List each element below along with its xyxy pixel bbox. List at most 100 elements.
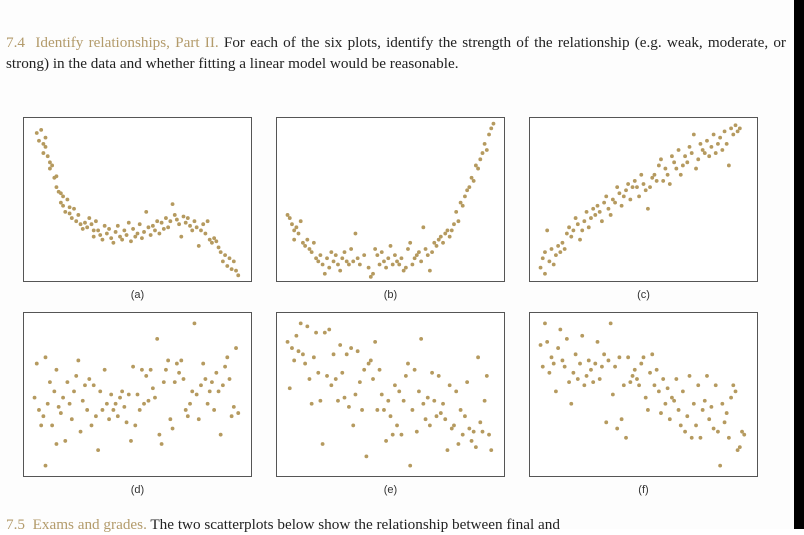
data-point bbox=[353, 392, 358, 397]
data-point bbox=[438, 411, 443, 415]
data-point bbox=[641, 182, 646, 186]
problem-paragraph: 7.4 Identify relationships, Part II. For… bbox=[6, 32, 786, 74]
data-point bbox=[421, 401, 426, 406]
data-point bbox=[626, 182, 631, 186]
data-point bbox=[131, 364, 135, 369]
data-point bbox=[586, 358, 591, 363]
data-point bbox=[567, 225, 571, 230]
data-point bbox=[406, 247, 410, 251]
data-point bbox=[379, 392, 384, 397]
page: 7.4 Identify relationships, Part II. For… bbox=[6, 32, 786, 533]
data-point bbox=[735, 129, 740, 134]
data-point bbox=[564, 336, 569, 341]
data-point bbox=[201, 222, 206, 227]
data-point bbox=[355, 349, 360, 354]
data-point bbox=[436, 237, 441, 242]
data-point bbox=[384, 265, 388, 270]
data-point bbox=[551, 262, 556, 267]
data-point bbox=[480, 151, 485, 156]
data-point bbox=[148, 233, 153, 237]
data-point bbox=[360, 408, 364, 412]
data-point bbox=[192, 219, 197, 224]
data-point bbox=[687, 144, 692, 149]
data-point bbox=[351, 423, 356, 428]
data-point bbox=[487, 432, 491, 437]
data-point bbox=[718, 135, 723, 140]
data-point bbox=[602, 352, 607, 357]
data-point bbox=[305, 237, 310, 242]
data-point bbox=[718, 463, 723, 468]
data-point bbox=[740, 429, 744, 434]
data-point bbox=[74, 374, 79, 378]
data-point bbox=[471, 429, 476, 434]
data-point bbox=[63, 438, 68, 443]
problem-title: Identify relationships, Part II. bbox=[35, 34, 219, 51]
data-point bbox=[161, 227, 166, 231]
data-point bbox=[469, 438, 474, 443]
data-point bbox=[85, 225, 90, 230]
data-point bbox=[338, 343, 343, 347]
data-point bbox=[298, 219, 303, 224]
data-point bbox=[414, 253, 419, 258]
data-point bbox=[432, 398, 437, 403]
data-point bbox=[366, 265, 371, 270]
data-point bbox=[709, 404, 714, 409]
data-point bbox=[34, 361, 39, 366]
data-point bbox=[174, 361, 179, 366]
data-point bbox=[463, 414, 467, 419]
data-point bbox=[91, 234, 96, 239]
data-point bbox=[600, 219, 604, 224]
data-point bbox=[667, 417, 672, 422]
data-point bbox=[199, 228, 203, 233]
data-point bbox=[69, 417, 74, 422]
data-point bbox=[650, 175, 655, 180]
data-point bbox=[619, 417, 624, 422]
scatter-points bbox=[285, 321, 494, 468]
data-point bbox=[419, 336, 424, 341]
data-point bbox=[355, 256, 360, 261]
data-point bbox=[373, 247, 378, 251]
next-problem-heading: 7.5 Exams and grades. bbox=[6, 516, 147, 533]
data-point bbox=[430, 370, 434, 375]
data-point bbox=[287, 216, 292, 220]
data-point bbox=[630, 374, 635, 378]
data-point bbox=[118, 234, 122, 239]
data-point bbox=[61, 395, 65, 400]
data-point bbox=[700, 148, 705, 152]
data-point bbox=[205, 219, 210, 224]
next-problem-number: 7.5 bbox=[6, 516, 25, 533]
data-point bbox=[146, 398, 151, 403]
data-point bbox=[584, 209, 589, 214]
data-point bbox=[731, 383, 736, 388]
data-point bbox=[185, 216, 190, 220]
data-point bbox=[558, 250, 563, 255]
data-point bbox=[395, 423, 399, 428]
data-point bbox=[126, 220, 131, 225]
data-point bbox=[349, 247, 354, 251]
data-point bbox=[375, 408, 380, 412]
data-point bbox=[227, 377, 232, 381]
data-point bbox=[216, 245, 221, 250]
plot-caption-a: (a) bbox=[130, 289, 145, 301]
data-point bbox=[368, 358, 373, 363]
data-point bbox=[670, 154, 674, 159]
data-point bbox=[670, 395, 674, 400]
data-point bbox=[305, 324, 310, 329]
data-point bbox=[597, 209, 602, 214]
data-point bbox=[39, 127, 44, 132]
data-point bbox=[54, 442, 59, 446]
data-point bbox=[181, 214, 186, 219]
data-point bbox=[349, 346, 354, 351]
scatter-points bbox=[285, 121, 496, 279]
data-point bbox=[441, 401, 445, 406]
data-point bbox=[491, 121, 496, 126]
data-point bbox=[637, 194, 641, 199]
data-point bbox=[113, 230, 118, 234]
data-point bbox=[50, 163, 55, 168]
data-point bbox=[188, 223, 192, 228]
data-point bbox=[543, 250, 547, 255]
data-point bbox=[183, 408, 188, 412]
data-point bbox=[678, 172, 683, 177]
data-point bbox=[447, 383, 452, 388]
data-point bbox=[340, 256, 345, 261]
